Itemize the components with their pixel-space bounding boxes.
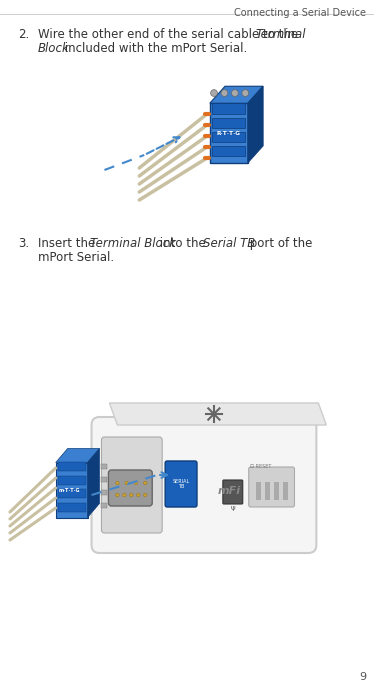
- Text: into the: into the: [156, 237, 209, 250]
- Bar: [102, 490, 108, 495]
- Polygon shape: [248, 86, 263, 163]
- Polygon shape: [210, 86, 263, 104]
- FancyBboxPatch shape: [249, 467, 294, 507]
- Circle shape: [134, 481, 138, 485]
- Circle shape: [123, 493, 126, 497]
- Text: 9: 9: [359, 672, 366, 682]
- Polygon shape: [88, 448, 100, 518]
- Text: ⊡ RESET: ⊡ RESET: [250, 464, 271, 469]
- Circle shape: [221, 90, 228, 97]
- Bar: [212, 146, 245, 156]
- Text: SERIAL
TB: SERIAL TB: [173, 479, 190, 489]
- Text: 3.: 3.: [18, 237, 29, 250]
- Text: mFi: mFi: [217, 486, 241, 496]
- Circle shape: [130, 493, 133, 497]
- Bar: [212, 104, 245, 114]
- Text: m·T·T·G: m·T·T·G: [59, 488, 80, 493]
- Text: port of the: port of the: [246, 237, 312, 250]
- Bar: [102, 477, 108, 482]
- Bar: [58, 502, 86, 511]
- Bar: [102, 464, 108, 469]
- FancyBboxPatch shape: [210, 104, 248, 163]
- Text: R·T·T·G: R·T·T·G: [217, 130, 241, 135]
- Circle shape: [242, 90, 249, 97]
- FancyBboxPatch shape: [91, 417, 316, 553]
- Bar: [58, 489, 86, 498]
- Bar: [58, 475, 86, 484]
- Text: Block: Block: [38, 42, 70, 55]
- FancyBboxPatch shape: [165, 461, 197, 507]
- Circle shape: [144, 481, 147, 485]
- Circle shape: [144, 493, 147, 497]
- Text: Wire the other end of the serial cable to the: Wire the other end of the serial cable t…: [38, 28, 302, 41]
- Bar: [58, 462, 86, 471]
- Bar: [212, 132, 245, 142]
- Polygon shape: [56, 448, 100, 462]
- Text: Connecting a Serial Device: Connecting a Serial Device: [234, 8, 366, 18]
- Text: Terminal Block: Terminal Block: [90, 237, 176, 250]
- Bar: [282, 482, 288, 500]
- Circle shape: [115, 493, 119, 497]
- Bar: [265, 482, 270, 500]
- FancyBboxPatch shape: [102, 437, 162, 533]
- Bar: [102, 502, 108, 508]
- FancyBboxPatch shape: [108, 470, 152, 506]
- Text: Terminal: Terminal: [255, 28, 306, 41]
- Bar: [274, 482, 279, 500]
- Text: mPort Serial.: mPort Serial.: [38, 251, 114, 264]
- Polygon shape: [109, 403, 326, 425]
- Circle shape: [125, 481, 129, 485]
- Circle shape: [136, 493, 140, 497]
- Text: Serial TB: Serial TB: [203, 237, 255, 250]
- Circle shape: [211, 90, 217, 97]
- Circle shape: [115, 481, 119, 485]
- Text: Insert the: Insert the: [38, 237, 99, 250]
- Circle shape: [232, 90, 238, 97]
- Text: included with the mPort Serial.: included with the mPort Serial.: [61, 42, 248, 55]
- Bar: [212, 117, 245, 128]
- Bar: [256, 482, 261, 500]
- FancyBboxPatch shape: [56, 462, 88, 518]
- Text: ψ: ψ: [230, 505, 235, 511]
- FancyBboxPatch shape: [223, 480, 243, 504]
- Text: 2.: 2.: [18, 28, 29, 41]
